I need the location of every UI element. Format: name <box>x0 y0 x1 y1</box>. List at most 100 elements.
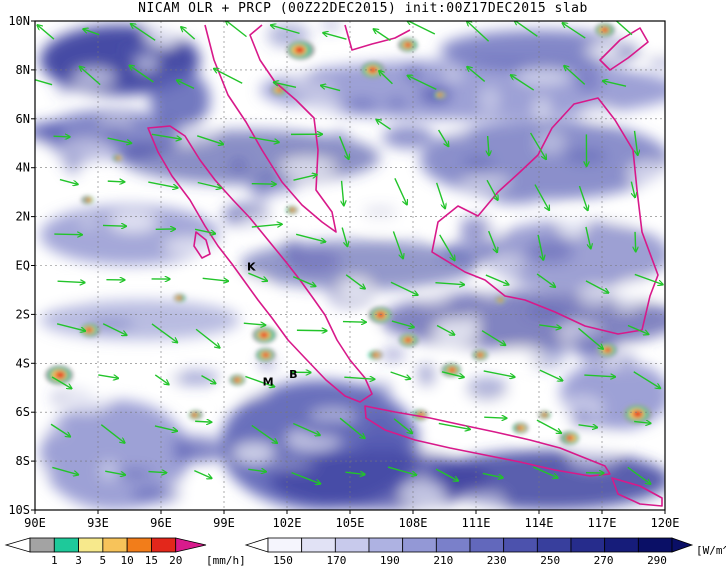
cloud-streak <box>100 122 129 143</box>
cloud-streak <box>653 37 665 50</box>
cloud-streak <box>173 442 224 463</box>
cloud-streak <box>559 210 587 236</box>
precip-cell <box>437 93 443 97</box>
lon-tick-label: 111E <box>462 516 491 530</box>
precip-colorbar-label: 5 <box>100 554 107 567</box>
precip-cell <box>289 208 294 212</box>
coastline-island-west <box>193 231 211 259</box>
wind-arrow <box>151 133 181 139</box>
coastline-east-islands <box>611 477 663 507</box>
cloud-streak <box>431 460 445 485</box>
cloud-streak <box>646 55 665 68</box>
wind-arrow <box>627 466 651 484</box>
olr-colorbar-swatch <box>503 537 538 553</box>
cloud-streak <box>358 382 394 397</box>
wind-arrow <box>634 421 650 423</box>
cloud-streak <box>459 216 492 243</box>
site-markers: K M B <box>247 260 297 388</box>
olr-colorbar-swatch <box>570 537 606 553</box>
wind-arrow <box>148 181 177 188</box>
olr-colorbar: 150 170 190 210 230 250 270 290 [W/m^2] <box>244 537 726 567</box>
lat-tick-label: 6S <box>16 405 30 419</box>
wind-arrow <box>486 179 498 200</box>
lon-tick-label: 96E <box>150 516 172 530</box>
cloud-streak <box>250 182 272 202</box>
wind-arrow <box>485 274 509 285</box>
precip-cell <box>566 435 573 441</box>
cloud-streak <box>298 97 340 114</box>
cloud-streak <box>223 381 269 399</box>
cloud-streak <box>100 460 118 481</box>
wind-arrow <box>634 273 663 284</box>
lat-tick-label: 10N <box>8 14 30 28</box>
cloud-streak <box>479 264 519 285</box>
map-title: NICAM OLR + PRCP (00Z22DEC2015) init:00Z… <box>138 1 588 16</box>
wind-arrow <box>539 324 561 328</box>
cloud-streak <box>134 53 159 73</box>
wind-arrow <box>437 129 449 146</box>
precip-colorbar-label: 20 <box>169 554 182 567</box>
wind-arrow <box>52 466 78 474</box>
wind-arrow <box>563 23 586 39</box>
wind-arrow <box>338 136 349 159</box>
wind-arrow <box>177 80 195 89</box>
cloud-streak <box>232 442 276 464</box>
wind-arrow <box>154 425 177 431</box>
wind-arrow <box>105 470 125 475</box>
lon-tick-label: 90E <box>24 516 46 530</box>
wind-arrow <box>488 135 489 155</box>
precip-cell <box>604 347 612 353</box>
cloud-streak <box>120 43 154 58</box>
cloud-streak <box>482 256 525 268</box>
wind-arrow <box>102 323 126 335</box>
cloud-streak <box>66 152 80 176</box>
cloud-patch <box>40 300 240 340</box>
olr-colorbar-swatch <box>435 537 471 553</box>
cloud-streak <box>333 131 348 139</box>
cloud-streak <box>346 99 377 112</box>
wind-arrow <box>578 425 598 428</box>
cloud-streak <box>62 387 112 413</box>
wind-arrow <box>341 227 347 247</box>
cloud-streak <box>605 211 649 223</box>
cloud-streak <box>613 291 640 310</box>
wind-arrow <box>467 67 486 82</box>
wind-arrow <box>181 27 196 40</box>
cloud-streak <box>147 135 180 150</box>
cloud-streak <box>575 69 602 94</box>
cloud-streak <box>382 126 434 149</box>
cloud-streak <box>456 490 507 510</box>
olr-colorbar-high-arrow <box>671 537 694 553</box>
precip-colorbar-swatch <box>53 537 79 553</box>
cloud-streak <box>528 343 567 369</box>
wind-arrow <box>514 21 538 37</box>
precip-colorbar-swatch <box>151 537 177 553</box>
wind-arrow <box>195 421 211 422</box>
wind-arrow <box>345 472 364 474</box>
cloud-streak <box>89 320 135 329</box>
precip-colorbar-label: 1 <box>51 554 58 567</box>
wind-arrow <box>194 470 211 479</box>
wind-arrow <box>376 120 391 130</box>
cloud-streak <box>35 466 53 477</box>
wind-arrow <box>534 184 549 210</box>
cloud-streak <box>617 353 636 368</box>
precip-colorbar-unit: [mm/h] <box>206 554 246 567</box>
cloud-streak <box>626 56 647 64</box>
cloud-streak <box>228 277 268 289</box>
wind-arrow <box>195 328 219 347</box>
cloud-streak <box>35 289 88 296</box>
wind-arrow <box>274 82 297 88</box>
cloud-streak <box>418 296 450 304</box>
cloud-streak <box>281 159 335 177</box>
cloud-streak <box>164 239 220 254</box>
cloud-streak <box>526 240 574 263</box>
precip-cell <box>191 413 197 417</box>
wind-arrow <box>271 25 300 35</box>
precip-cell <box>262 352 270 358</box>
site-label: M <box>263 375 274 388</box>
wind-arrow <box>57 281 85 282</box>
precip-colorbar-low-arrow <box>4 537 31 553</box>
precip-colorbar-swatch <box>102 537 128 553</box>
wind-arrow <box>323 33 347 40</box>
